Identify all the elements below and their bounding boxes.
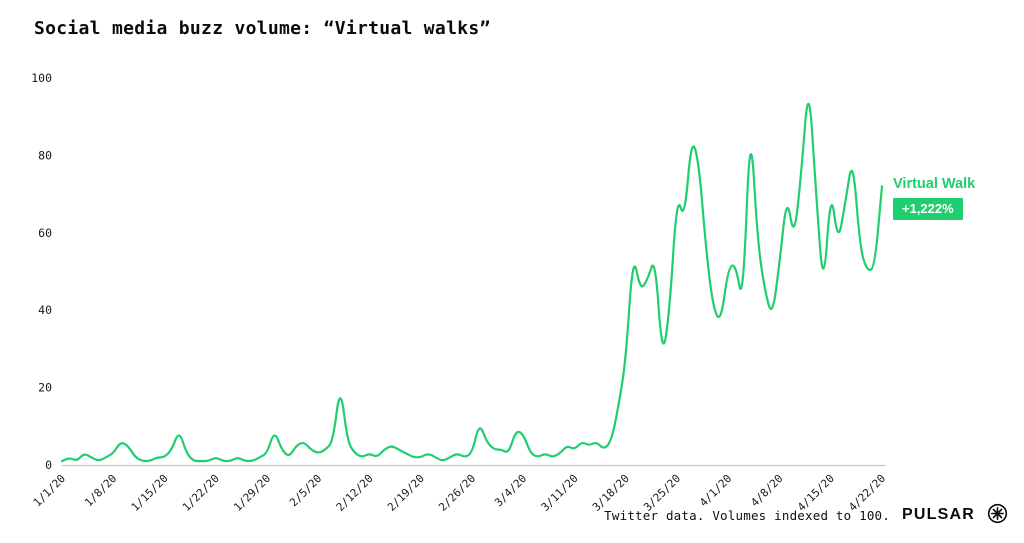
y-tick-label: 20	[38, 381, 52, 395]
series-label: Virtual Walk	[893, 176, 976, 192]
x-tick-label: 1/15/20	[129, 472, 171, 514]
series-line-virtual-walk	[60, 102, 884, 463]
chart-title: Social media buzz volume: “Virtual walks…	[34, 18, 491, 39]
x-tick-label: 3/4/20	[492, 472, 529, 509]
x-tick-label: 1/1/20	[31, 472, 68, 509]
y-tick-label: 40	[38, 303, 52, 317]
footer-note: Twitter data. Volumes indexed to 100.	[604, 507, 891, 523]
y-axis-ticks: 0 20 40 60 80 100	[31, 71, 52, 472]
y-tick-label: 0	[45, 458, 52, 472]
pulsar-logo-asterisk-circle-icon	[987, 503, 1008, 524]
y-tick-label: 60	[38, 226, 52, 240]
series-annotation: Virtual Walk +1,222%	[893, 176, 975, 220]
x-tick-label: 4/8/20	[748, 472, 785, 509]
x-tick-label: 2/19/20	[385, 472, 427, 514]
footer: Twitter data. Volumes indexed to 100. PU…	[604, 503, 1008, 524]
pulsar-brand: PULSAR	[902, 506, 975, 523]
x-tick-label: 1/8/20	[82, 472, 119, 509]
x-tick-label: 2/5/20	[287, 472, 324, 509]
x-tick-label: 1/22/20	[180, 472, 222, 514]
x-tick-label: 3/11/20	[539, 472, 581, 514]
y-tick-label: 80	[38, 148, 52, 162]
y-tick-label: 100	[31, 71, 52, 85]
x-tick-label: 2/26/20	[436, 472, 478, 514]
growth-badge: +1,222%	[893, 198, 963, 220]
x-tick-label: 4/1/20	[697, 472, 734, 509]
x-tick-label: 2/12/20	[334, 472, 376, 514]
asterisk-circle-icon	[987, 503, 1008, 523]
x-tick-label: 1/29/20	[231, 472, 273, 514]
